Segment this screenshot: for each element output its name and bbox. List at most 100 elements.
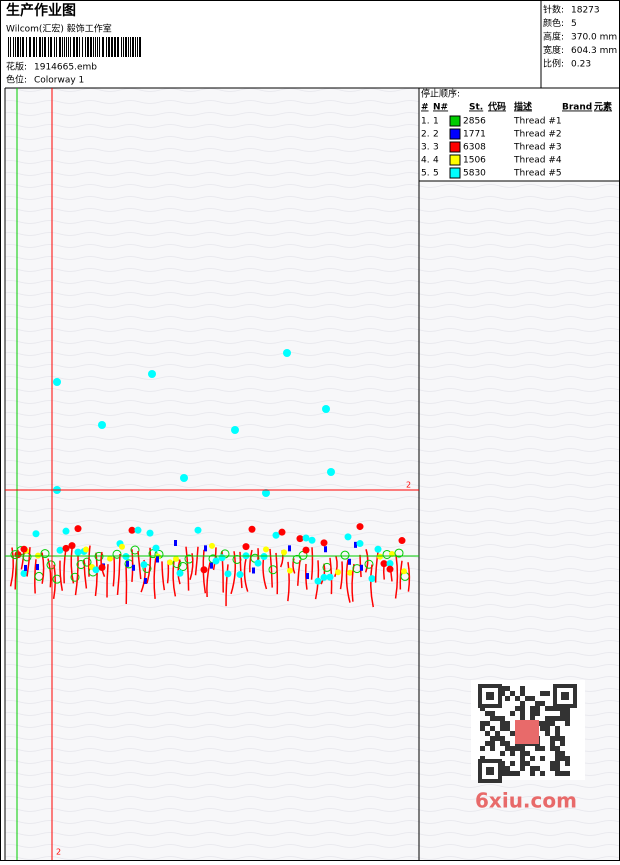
motif-dot [152, 544, 160, 552]
qr-cell [490, 741, 495, 746]
motif-dot [322, 405, 330, 413]
stat-label: 针数: [543, 4, 564, 16]
motif-dot [212, 557, 220, 565]
qr-cell [540, 721, 545, 726]
barcode-bar [130, 37, 131, 57]
qr-cell [505, 746, 510, 751]
qr-cell [560, 706, 565, 711]
qr-cell [555, 766, 560, 771]
qr-cell [510, 746, 515, 751]
design [9, 349, 411, 608]
qr-cell [550, 736, 555, 741]
motif-stem [249, 549, 253, 573]
motif-ring [82, 557, 92, 567]
qr-cell [535, 766, 540, 771]
motif-stem [374, 551, 379, 583]
row-needle: 1 [433, 117, 439, 127]
row-index: 1. [421, 117, 430, 127]
motif-stem [287, 561, 290, 602]
qr-cell [505, 686, 510, 691]
motif-stem [225, 564, 229, 607]
motif-flower [296, 535, 304, 543]
qr-cell [555, 736, 560, 741]
motif-flower [356, 523, 364, 531]
color-swatch [449, 167, 461, 179]
axis-label: 2 [56, 848, 61, 857]
barcode-bar [117, 37, 119, 57]
motif-stem [292, 558, 296, 574]
motif-stem [296, 560, 301, 586]
barcode-bar [17, 37, 19, 57]
qr-cell [505, 766, 510, 771]
barcode-bar [106, 37, 107, 57]
motif-flower [74, 525, 82, 533]
barcode-bar [54, 37, 55, 57]
motif-dot [374, 545, 382, 553]
motif-ring [130, 545, 140, 555]
barcode-bar [20, 37, 21, 57]
motif-dot [180, 474, 188, 482]
motif-stem [112, 555, 116, 587]
row-needle: 2 [433, 130, 439, 140]
motif-dot [209, 542, 215, 549]
column-header: 代码 [487, 101, 506, 113]
motif-dot [146, 529, 154, 537]
row-description: Thread #4 [513, 156, 562, 166]
qr-cell [495, 736, 500, 741]
barcode-bar [102, 37, 104, 57]
barcode-bar [50, 37, 52, 57]
studio: Wilcom(汇宏) 毅饰工作室 [6, 23, 112, 35]
barcode-bar [73, 37, 75, 57]
barcode-bar [56, 37, 57, 57]
color-swatch [449, 128, 461, 140]
qr-cell [550, 706, 555, 711]
qr-cell [500, 771, 505, 776]
motif-leaf [204, 545, 207, 552]
barcode-bar [13, 37, 14, 57]
motif-flower [20, 545, 28, 553]
column-header: 元素 [594, 101, 612, 113]
motif-stem [239, 551, 243, 589]
barcode-bar [139, 37, 141, 57]
motif-dot [224, 570, 232, 578]
qr-cell [530, 716, 535, 721]
qr-cell [500, 751, 505, 756]
qr-cell [560, 736, 565, 741]
qr-cell [555, 746, 560, 751]
motif-leaf [156, 556, 159, 563]
qr-cell [545, 726, 550, 731]
motif-flower [14, 551, 22, 559]
qr-cell [545, 706, 550, 711]
qr-cell [490, 726, 495, 731]
row-index: 5. [421, 169, 430, 179]
qr-cell [560, 771, 565, 776]
qr-cell [530, 756, 535, 761]
barcode-bar [111, 37, 113, 57]
row-code: 6308 [463, 143, 486, 153]
motif-stem [9, 547, 15, 587]
motif-stem [310, 547, 314, 580]
color-swatch [449, 115, 461, 127]
qr-cell [540, 726, 545, 731]
motif-flower [386, 565, 394, 573]
stats: 针数: 18273 颜色: 5 高度: 370.0 mm 宽度: 604.3 mm 比例: 0.2… [543, 4, 617, 70]
motif-flower [98, 564, 106, 572]
qr-cell [520, 701, 525, 706]
motif-stem [52, 564, 56, 599]
row-code: 1771 [463, 130, 486, 140]
barcode-bar [123, 37, 124, 57]
qr-cell [500, 726, 505, 731]
barcode-bar [108, 37, 110, 57]
stat-label: 宽度: [543, 44, 564, 56]
qr-watermark [471, 680, 585, 783]
qr-logo [515, 720, 539, 744]
stat-value: 5 [571, 19, 577, 29]
qr-cell [530, 711, 535, 716]
motif-dot [272, 531, 280, 539]
qr-cell [480, 726, 485, 731]
row-index: 2. [421, 130, 430, 140]
qr-cell [500, 766, 505, 771]
qr-cell [545, 716, 550, 721]
barcode-bar [114, 37, 116, 57]
axis-label: 2 [406, 481, 411, 490]
